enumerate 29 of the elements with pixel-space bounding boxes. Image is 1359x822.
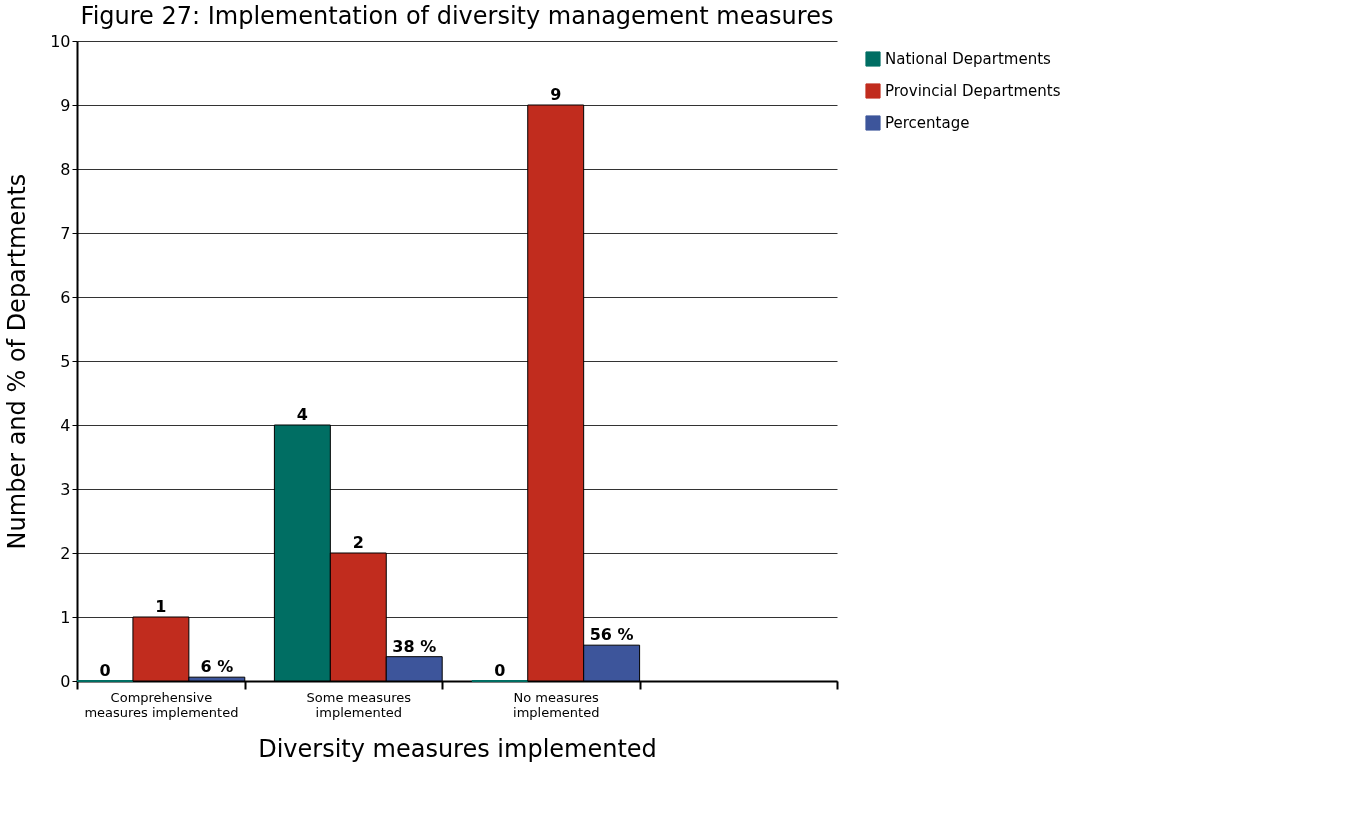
y-tick-label: 4 <box>60 415 71 435</box>
y-tick-label: 10 <box>50 31 71 51</box>
y-tick-label: 2 <box>60 543 71 563</box>
x-tick-label: Some measures implemented <box>306 689 412 720</box>
x-tick-label: No measures implemented <box>513 689 600 720</box>
x-axis-title: Diversity measures implemented <box>258 734 657 763</box>
y-tick-label: 6 <box>60 287 71 307</box>
chart-title: Figure 27: Implementation of diversity management measures <box>80 2 834 30</box>
data-label: 4 <box>296 405 308 424</box>
legend-label: Percentage <box>885 114 970 132</box>
y-tick-label: 1 <box>60 607 71 627</box>
data-label: 2 <box>352 533 364 552</box>
y-tick-label: 5 <box>60 351 71 371</box>
data-label: 9 <box>550 85 562 104</box>
data-label: 56 % <box>589 625 634 645</box>
legend-label: Provincial Departments <box>885 82 1061 100</box>
y-axis-title: Number and % of Departments <box>3 173 32 550</box>
data-label: 0 <box>99 661 111 680</box>
y-tick-label: 8 <box>60 159 71 179</box>
y-tick-label: 9 <box>60 95 71 115</box>
y-tick-label: 3 <box>60 479 71 499</box>
data-label: 6 % <box>200 657 234 677</box>
x-tick-label: Comprehensive measures implemented <box>84 689 239 720</box>
data-label: 38 % <box>392 636 437 656</box>
y-tick-label: 0 <box>60 671 71 691</box>
data-label: 0 <box>494 661 506 680</box>
legend-label: National Departments <box>885 50 1052 68</box>
y-tick-label: 7 <box>60 223 71 243</box>
data-label: 1 <box>155 597 167 616</box>
